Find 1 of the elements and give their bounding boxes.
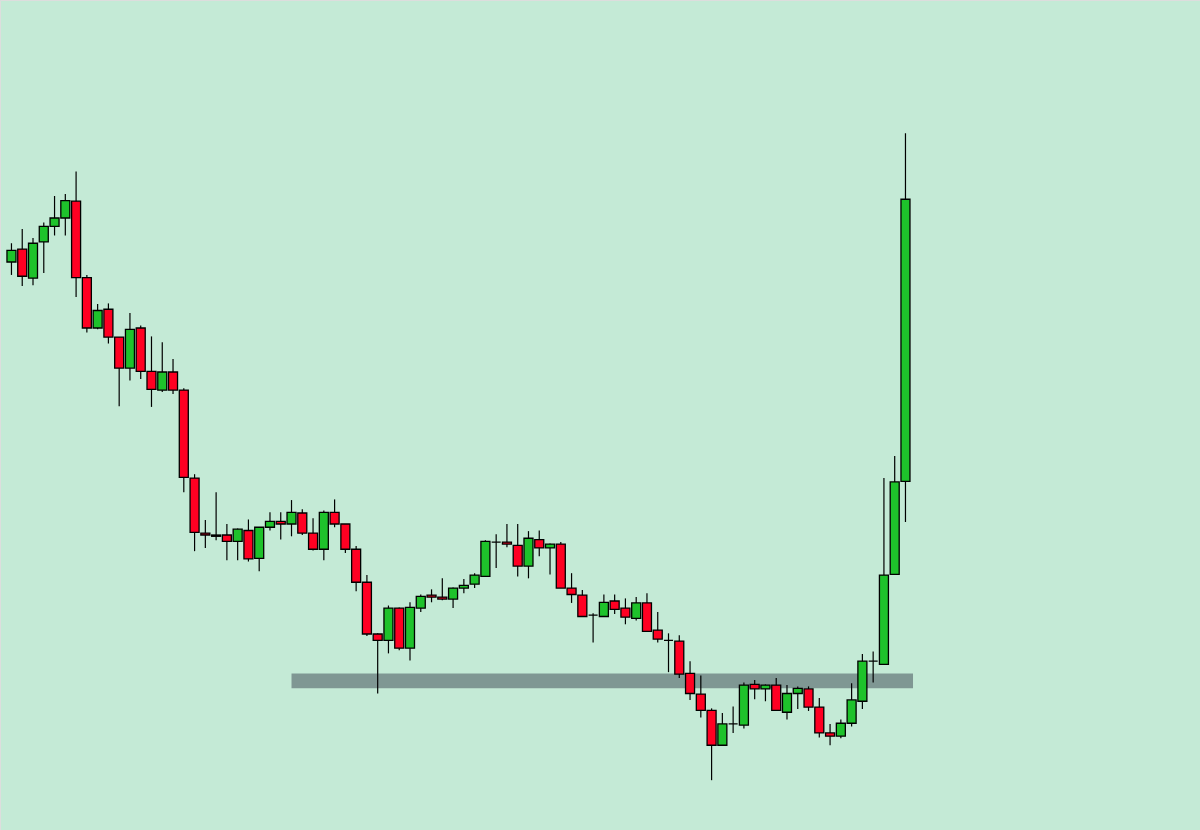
candlestick: [577, 589, 588, 618]
